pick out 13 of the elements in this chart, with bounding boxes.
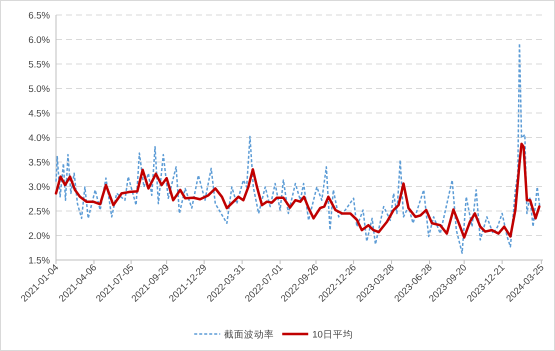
y-tick-label: 3.5%: [28, 158, 51, 168]
y-tick-label: 4.5%: [28, 108, 51, 120]
legend-label: 截面波动率: [224, 328, 274, 340]
y-tick-label: 5.5%: [28, 60, 51, 70]
y-tick-label: 1.5%: [28, 256, 51, 266]
y-tick-label: 2.5%: [28, 206, 51, 218]
y-tick-label: 3.0%: [28, 182, 51, 193]
y-tick-label: 6.0%: [28, 35, 51, 46]
y-tick-label: 6.5%: [28, 10, 51, 22]
y-tick-label: 5.0%: [28, 84, 51, 95]
y-tick-label: 4.0%: [28, 133, 51, 144]
y-tick-label: 2.0%: [28, 231, 51, 242]
legend-label: 10日平均: [312, 328, 353, 340]
